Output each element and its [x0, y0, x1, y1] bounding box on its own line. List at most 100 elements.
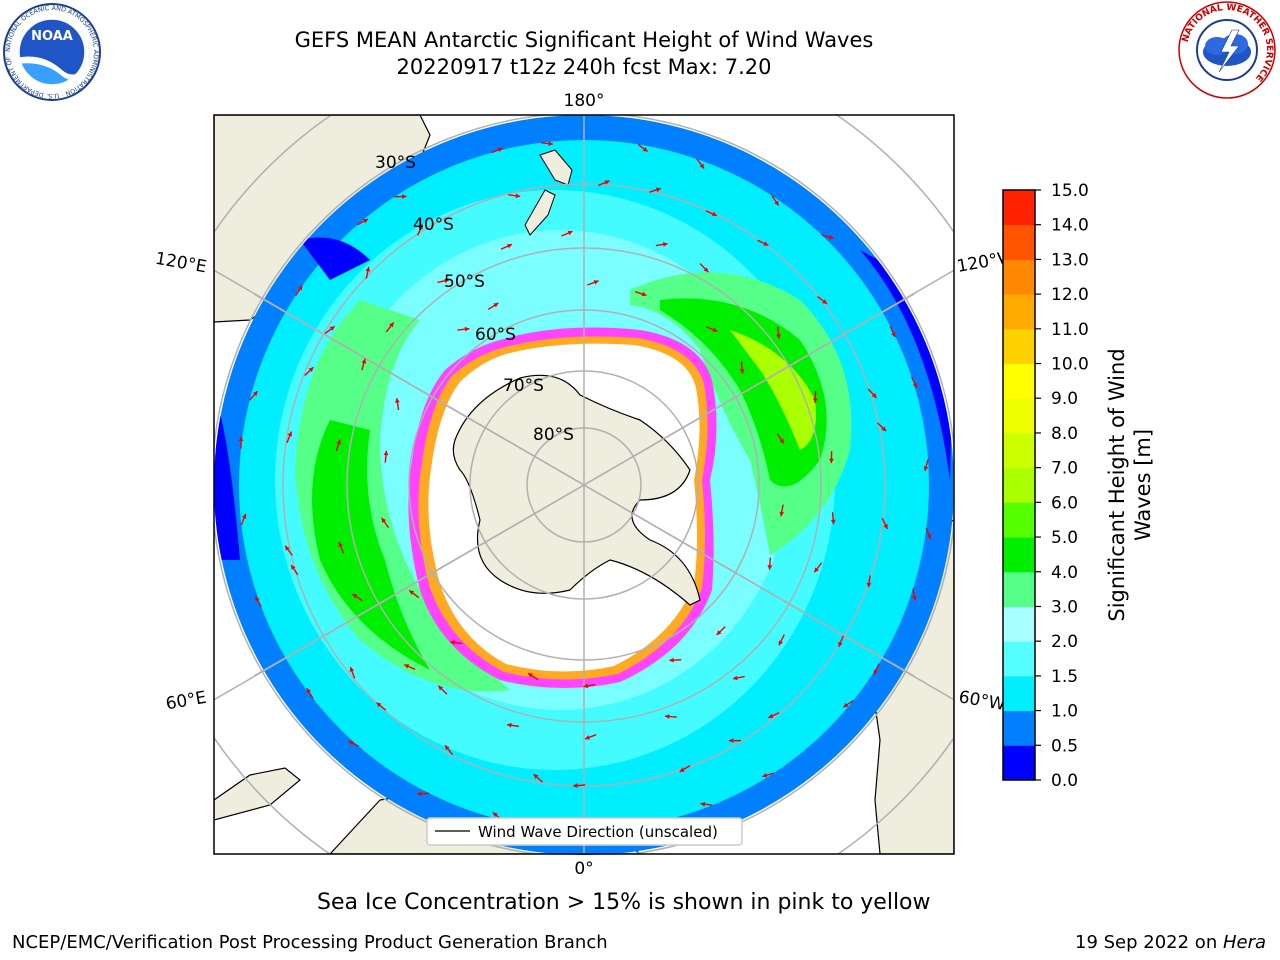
wind-wave-arrow: [361, 358, 367, 371]
wind-wave-arrow: [768, 712, 780, 719]
wind-wave-arrow: [829, 451, 834, 464]
arrow-legend-label: Wind Wave Direction (unscaled): [478, 823, 718, 841]
wind-wave-arrow: [338, 541, 345, 554]
wind-wave-arrow: [584, 734, 597, 740]
wind-wave-arrow: [349, 666, 356, 679]
wind-wave-arrow: [729, 738, 742, 744]
wind-wave-arrow: [813, 562, 823, 573]
colorbar-tick-label: 2.0: [1051, 632, 1078, 652]
colorbar-segment: [1003, 710, 1035, 746]
wind-wave-arrows: [238, 141, 932, 833]
colorbar-tick-label: 0.0: [1051, 771, 1078, 791]
wind-wave-arrow: [533, 773, 543, 783]
wind-wave-arrow: [771, 195, 780, 206]
wind-wave-arrow: [877, 422, 887, 432]
colorbar-segment: [1003, 641, 1035, 677]
wind-wave-arrow: [506, 722, 520, 728]
wind-wave-arrow: [706, 326, 718, 333]
wind-wave-arrow: [416, 224, 424, 236]
colorbar-tick-label: 7.0: [1051, 459, 1078, 479]
wind-wave-arrow: [838, 635, 845, 648]
wind-wave-arrow: [284, 545, 293, 556]
wind-wave-arrow: [286, 431, 293, 443]
wind-wave-arrow: [776, 326, 781, 339]
wind-wave-arrow: [385, 321, 395, 333]
wind-wave-arrow: [889, 325, 896, 338]
colorbar-tick-label: 11.0: [1051, 320, 1089, 340]
footer-host: Hera: [1222, 932, 1266, 953]
wind-wave-arrow: [655, 242, 668, 247]
wind-wave-arrow: [306, 687, 314, 699]
wind-wave-arrow: [500, 243, 513, 250]
colorbar-tick-label: 5.0: [1051, 528, 1078, 548]
wind-wave-arrow: [408, 589, 420, 599]
wind-wave-arrow: [821, 234, 834, 240]
wind-wave-arrow: [757, 239, 769, 247]
colorbar-label-line1: Significant Height of Wind: [1105, 348, 1129, 621]
wind-wave-arrow: [669, 657, 682, 663]
wind-wave-arrow: [778, 634, 785, 646]
lat-label-30s: 30°S: [375, 153, 416, 173]
colorbar-frame: [1002, 189, 1036, 781]
nws-logo: NATIONAL WEATHER SERVICE: [1178, 1, 1276, 99]
wind-wave-arrow: [817, 296, 828, 305]
wind-wave-arrow: [254, 595, 262, 608]
lon-label-bottom: 0°: [574, 859, 593, 879]
colorbar-segment: [1003, 745, 1035, 781]
wind-wave-arrow: [873, 663, 880, 675]
wind-wave-arrow: [450, 640, 463, 645]
wind-wave-arrow: [911, 376, 918, 389]
colorbar-segment: [1003, 328, 1035, 365]
colorbar-label: Significant Height of Wind Waves [m]: [1105, 348, 1155, 621]
wind-wave-arrow: [561, 230, 573, 237]
colorbar-tick-label: 15.0: [1051, 181, 1089, 201]
colorbar-segment: [1003, 190, 1035, 226]
colorbar-tick-label: 9.0: [1051, 389, 1078, 409]
wind-wave-arrow: [508, 193, 521, 199]
wind-wave-arrow: [394, 194, 407, 199]
wind-wave-arrow: [716, 626, 726, 636]
colorbar-tick-label: 1.0: [1051, 702, 1078, 722]
colorbar-segment: [1003, 606, 1035, 642]
wind-wave-arrow: [587, 280, 599, 286]
footer-date-text: 19 Sep 2022 on: [1075, 932, 1223, 953]
wind-wave-arrow: [304, 366, 314, 376]
wind-wave-arrow: [700, 801, 713, 807]
lon-label-lower-left: 60°E: [164, 688, 208, 715]
wind-wave-arrow: [437, 685, 448, 695]
noaa-logo: NATIONAL OCEANIC AND ATMOSPHERIC ADMINIS…: [2, 2, 101, 101]
sea-ice-note: Sea Ice Concentration > 15% is shown in …: [317, 890, 931, 915]
wind-wave-arrow: [830, 512, 836, 525]
wind-wave-arrow: [249, 390, 259, 401]
lon-label-lower-right: 60°W: [957, 687, 1007, 715]
colorbar-segment: [1003, 432, 1035, 469]
wind-wave-arrow: [403, 663, 416, 671]
colorbar-tick-label: 14.0: [1051, 216, 1089, 236]
wind-wave-arrow: [583, 683, 596, 689]
wind-wave-arrow: [573, 783, 586, 788]
colorbar-segment: [1003, 502, 1035, 538]
colorbar-tick-label: 3.0: [1051, 597, 1078, 617]
wind-wave-arrow: [365, 266, 371, 279]
wind-wave-arrow: [491, 147, 503, 154]
wind-wave-arrow: [923, 459, 929, 472]
wind-wave-arrow: [649, 187, 661, 193]
wind-wave-arrow: [240, 513, 247, 526]
colorbar-segment: [1003, 571, 1035, 607]
colorbar-tick-label: 8.0: [1051, 424, 1078, 444]
colorbar-tick-label: 13.0: [1051, 250, 1089, 270]
colorbar-tick-label: 4.0: [1051, 563, 1078, 583]
colorbar-segment: [1003, 294, 1035, 330]
wind-wave-arrow: [696, 158, 705, 169]
wind-wave-arrow: [699, 263, 709, 273]
colorbar-segment: [1003, 537, 1035, 573]
lat-label-80s: 80°S: [533, 425, 574, 445]
noaa-text: NOAA: [31, 29, 73, 44]
wind-wave-arrow: [335, 439, 341, 452]
wind-wave-arrow: [437, 278, 450, 284]
colorbar-segment: [1003, 259, 1035, 295]
colorbar: 0.0 0.5 1.0 1.5 2.0 3.0 4.0 5.0 6.0 7.0 8.0 9.0 10.0…: [1002, 181, 1089, 791]
wind-wave-arrow: [911, 588, 917, 601]
wind-wave-arrow: [417, 791, 430, 797]
